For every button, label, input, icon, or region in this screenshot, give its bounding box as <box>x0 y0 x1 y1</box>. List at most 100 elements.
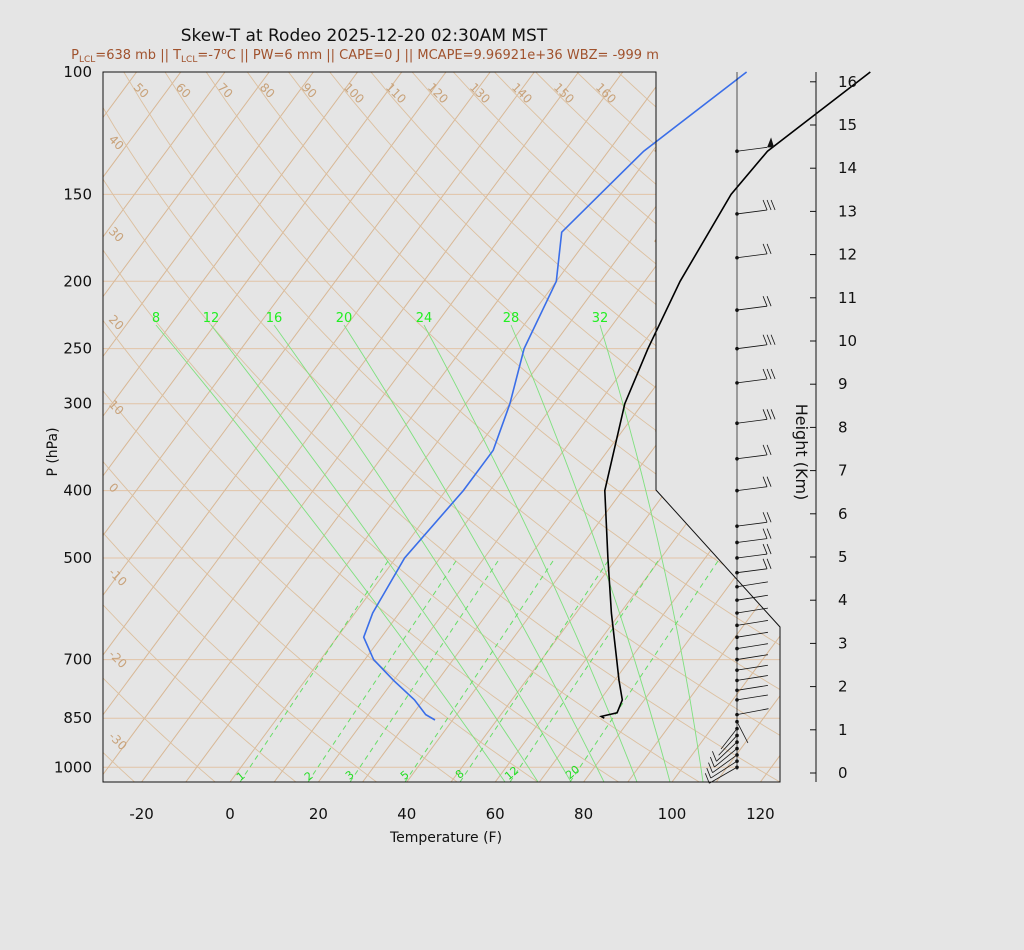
sounding-traces <box>362 71 871 721</box>
wind-barb-feather <box>762 444 768 456</box>
x-tick-label: 80 <box>574 805 593 823</box>
dry-adiabat-line <box>700 72 780 782</box>
plot-frame <box>102 71 781 783</box>
plot-border <box>102 71 781 783</box>
wind-barb <box>736 643 768 649</box>
wind-barb-dot <box>735 759 739 763</box>
isotherm-line <box>538 72 780 782</box>
mixing-ratio-label: 1 <box>234 769 248 783</box>
dry-adiabat-line <box>288 72 780 782</box>
wind-barb-dot <box>735 726 739 731</box>
moist-adiabat-label: 8 <box>152 311 160 326</box>
wind-barb-feather <box>708 762 713 773</box>
wind-barb <box>736 344 768 350</box>
wind-barb <box>736 568 768 574</box>
dry-adiabat-line <box>103 72 619 782</box>
p-tick-label: 400 <box>63 482 92 500</box>
isotherm-line <box>273 72 780 782</box>
wind-barb <box>736 607 768 614</box>
isotherm-line <box>0 72 4 782</box>
mixing-ratio-label: 20 <box>563 763 582 782</box>
wind-barb-dot <box>735 584 739 589</box>
isotherm-label: 0 <box>106 480 121 495</box>
wind-barb-feather <box>766 368 772 380</box>
wind-barb <box>736 538 768 543</box>
wind-barb-feather <box>762 409 768 420</box>
axes: -20 0 20 40 60 80 100 1201001502002503004005007… <box>54 63 857 823</box>
wind-barb-dot <box>735 635 739 639</box>
wind-barb <box>736 253 768 259</box>
x-tick-label: 120 <box>746 805 775 823</box>
isotherm-label: 20 <box>711 532 737 558</box>
wind-barb-feather <box>762 528 768 539</box>
height-tick-label: 8 <box>838 418 848 436</box>
moist-adiabat-label: 28 <box>503 311 520 326</box>
wind-barb-feather <box>770 409 776 420</box>
wind-barb-dot <box>735 668 739 672</box>
wind-barb <box>736 721 749 744</box>
moist-adiabat-label: 32 <box>592 311 609 326</box>
p-tick-label: 850 <box>63 709 92 727</box>
height-tick-label: 12 <box>838 246 857 264</box>
wind-barb <box>720 728 738 750</box>
wind-barb <box>736 521 768 527</box>
wind-barb-dot <box>735 719 739 724</box>
mixing-ratio-line <box>239 557 391 782</box>
isotherm-line <box>103 72 447 782</box>
isotherm-line <box>103 72 138 782</box>
isotherm-line <box>0 72 92 782</box>
x-tick-label: 0 <box>225 805 235 823</box>
p-tick-label: 200 <box>63 272 92 290</box>
wind-barb-dot <box>735 712 739 717</box>
wind-barb-feather <box>766 409 772 420</box>
wind-barb <box>736 209 768 215</box>
dry-adiabat-line <box>329 72 780 782</box>
chart-title: Skew-T at Rodeo 2025-12-20 02:30AM MST <box>181 26 548 46</box>
wind-barb <box>736 378 768 384</box>
wind-barb <box>736 486 768 491</box>
isotherm-label: 30 <box>651 137 677 163</box>
moist-adiabat-line <box>155 324 506 782</box>
wind-barb-dot <box>735 657 739 662</box>
isotherm-line <box>103 72 580 782</box>
dry-adiabat-line <box>164 72 780 782</box>
wind-barb-dot <box>735 556 739 560</box>
dry-adiabat-line <box>0 72 54 782</box>
wind-barb-feather <box>712 751 717 762</box>
wind-barb <box>736 685 768 691</box>
height-tick-label: 14 <box>838 159 857 177</box>
wind-barb-dot <box>735 740 739 744</box>
isotherm-line <box>141 72 668 782</box>
wind-barb-feather <box>762 368 768 380</box>
wind-barb-dot <box>735 212 739 216</box>
temperature-trace <box>599 71 871 719</box>
p-tick-label: 300 <box>63 395 92 413</box>
isotherm-line <box>229 72 756 782</box>
wind-barb <box>736 631 768 638</box>
dry-adiabat-line <box>103 72 377 782</box>
isotherm-line <box>103 72 270 782</box>
moist-adiabat-label: 24 <box>416 311 433 326</box>
wind-barb-dot <box>735 524 739 528</box>
dry-adiabat-line <box>246 72 780 782</box>
isotherm-line <box>849 72 1024 782</box>
wind-barb <box>736 553 768 559</box>
wind-barb-flag <box>767 137 775 148</box>
isotherm-label: 120 <box>425 80 451 106</box>
height-tick-label: 15 <box>838 116 857 134</box>
wind-barb-feather <box>762 199 768 211</box>
dry-adiabat-line <box>617 72 780 782</box>
height-tick-label: 9 <box>838 375 848 393</box>
dry-adiabat-line <box>103 72 297 782</box>
wind-barb <box>718 735 738 756</box>
dry-adiabat-line <box>103 72 780 782</box>
moist-adiabat-line <box>510 324 671 782</box>
isotherm-line <box>103 72 226 782</box>
isotherm-label: 20 <box>106 312 127 333</box>
isotherm-label: 150 <box>551 80 577 106</box>
wind-barb-feather <box>766 543 772 555</box>
isotherm-label: 30 <box>106 224 127 245</box>
wind-barb <box>736 654 768 660</box>
wind-barb-feather <box>762 334 768 345</box>
